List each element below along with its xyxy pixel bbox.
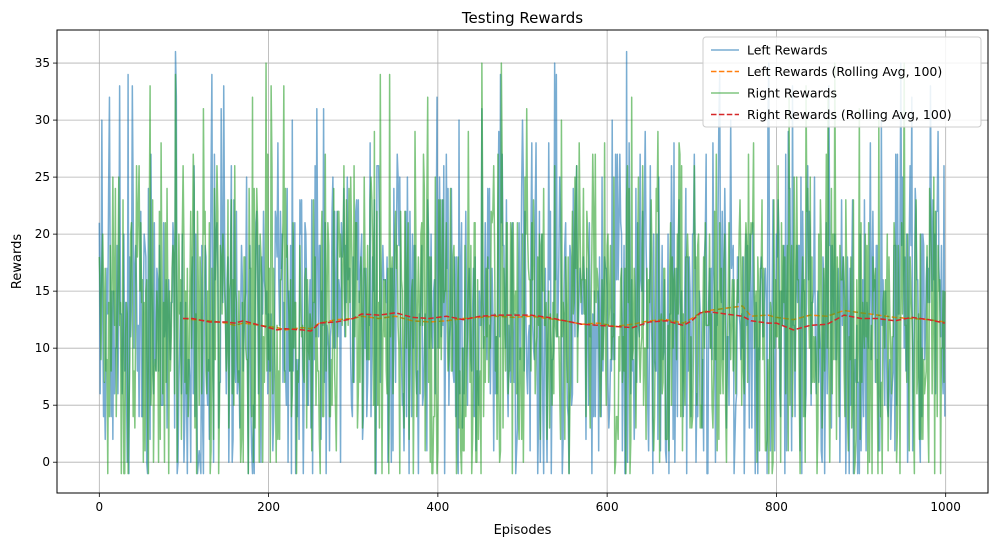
x-tick-label: 600 [596,500,619,514]
legend-label: Left Rewards (Rolling Avg, 100) [747,64,942,79]
series-line-3 [98,62,946,475]
y-tick-label: 30 [35,113,50,127]
legend-label: Right Rewards [747,86,837,101]
legend-label: Right Rewards (Rolling Avg, 100) [747,107,952,122]
x-tick-label: 0 [95,500,103,514]
x-tick-label: 400 [426,500,449,514]
x-axis-label: Episodes [494,523,552,538]
y-tick-label: 25 [35,170,50,184]
legend-frame [702,36,982,128]
y-tick-label: 35 [35,56,50,70]
y-tick-label: 10 [35,341,50,355]
x-tick-label: 1000 [930,500,961,514]
y-axis-label: Rewards [10,234,25,289]
y-tick-label: 20 [35,227,50,241]
y-tick-label: 0 [42,455,50,469]
axes: 0 200 400 600 800 1000 0 5 10 15 20 25 30 35 [35,56,961,514]
series-line-4 [183,310,945,332]
y-tick-label: 5 [42,398,50,412]
plot-frame [56,29,989,494]
y-tick-label: 15 [35,284,50,298]
x-tick-label: 800 [765,500,788,514]
legend: Left Rewards Left Rewards (Rolling Avg, 1… [702,36,982,128]
legend-label: Left Rewards [747,43,828,58]
x-tick-label: 200 [257,500,280,514]
chart-title: Testing Rewards [461,9,583,27]
series-layer [98,50,946,475]
